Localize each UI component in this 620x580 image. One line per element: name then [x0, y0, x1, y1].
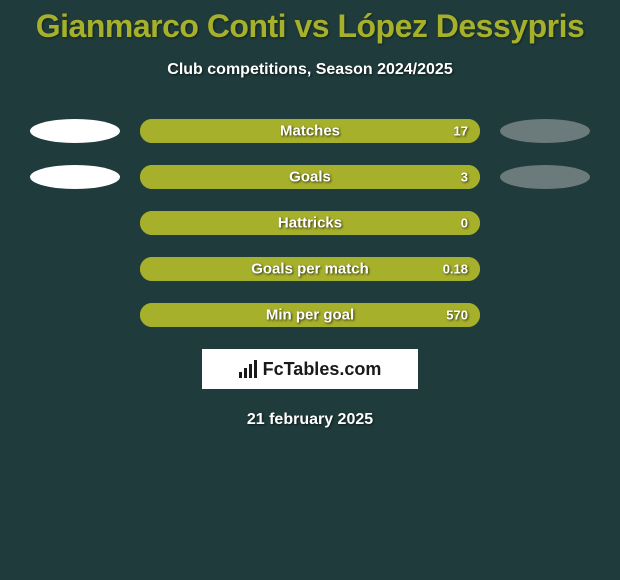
attribution-text: FcTables.com: [263, 359, 382, 380]
stat-value-right: 17: [454, 124, 468, 139]
stat-bar: Goals per match 0.18: [140, 257, 480, 281]
stat-label: Goals per match: [251, 261, 369, 278]
stat-value-right: 570: [446, 308, 468, 323]
stat-bar: Matches 17: [140, 119, 480, 143]
right-ellipse: [500, 165, 590, 189]
footer-date: 21 february 2025: [0, 411, 620, 429]
stat-label: Hattricks: [278, 215, 342, 232]
left-ellipse-slot: [30, 303, 120, 327]
left-ellipse-slot: [30, 165, 120, 189]
stat-row: Goals per match 0.18: [0, 257, 620, 281]
left-ellipse: [30, 119, 120, 143]
title: Gianmarco Conti vs López Dessypris: [0, 8, 620, 45]
right-ellipse-slot: [500, 257, 590, 281]
stat-label: Min per goal: [266, 307, 354, 324]
left-ellipse: [30, 165, 120, 189]
stat-label: Goals: [289, 169, 331, 186]
left-ellipse-slot: [30, 211, 120, 235]
comparison-card: Gianmarco Conti vs López Dessypris Club …: [0, 0, 620, 580]
left-ellipse-slot: [30, 257, 120, 281]
right-ellipse: [500, 119, 590, 143]
attribution-box: FcTables.com: [202, 349, 418, 389]
right-ellipse-slot: [500, 211, 590, 235]
stat-bar: Goals 3: [140, 165, 480, 189]
stat-label: Matches: [280, 123, 340, 140]
stat-value-right: 0: [461, 216, 468, 231]
stat-bar: Min per goal 570: [140, 303, 480, 327]
right-ellipse-slot: [500, 119, 590, 143]
stat-bar: Hattricks 0: [140, 211, 480, 235]
stat-row: Hattricks 0: [0, 211, 620, 235]
subtitle: Club competitions, Season 2024/2025: [0, 61, 620, 79]
right-ellipse-slot: [500, 303, 590, 327]
stat-value-right: 3: [461, 170, 468, 185]
left-ellipse-slot: [30, 119, 120, 143]
stat-rows: Matches 17 Goals 3 Hattricks 0 Goals per match…: [0, 119, 620, 327]
barchart-icon: [239, 360, 257, 378]
stat-row: Matches 17: [0, 119, 620, 143]
stat-value-right: 0.18: [443, 262, 468, 277]
stat-row: Goals 3: [0, 165, 620, 189]
stat-row: Min per goal 570: [0, 303, 620, 327]
right-ellipse-slot: [500, 165, 590, 189]
